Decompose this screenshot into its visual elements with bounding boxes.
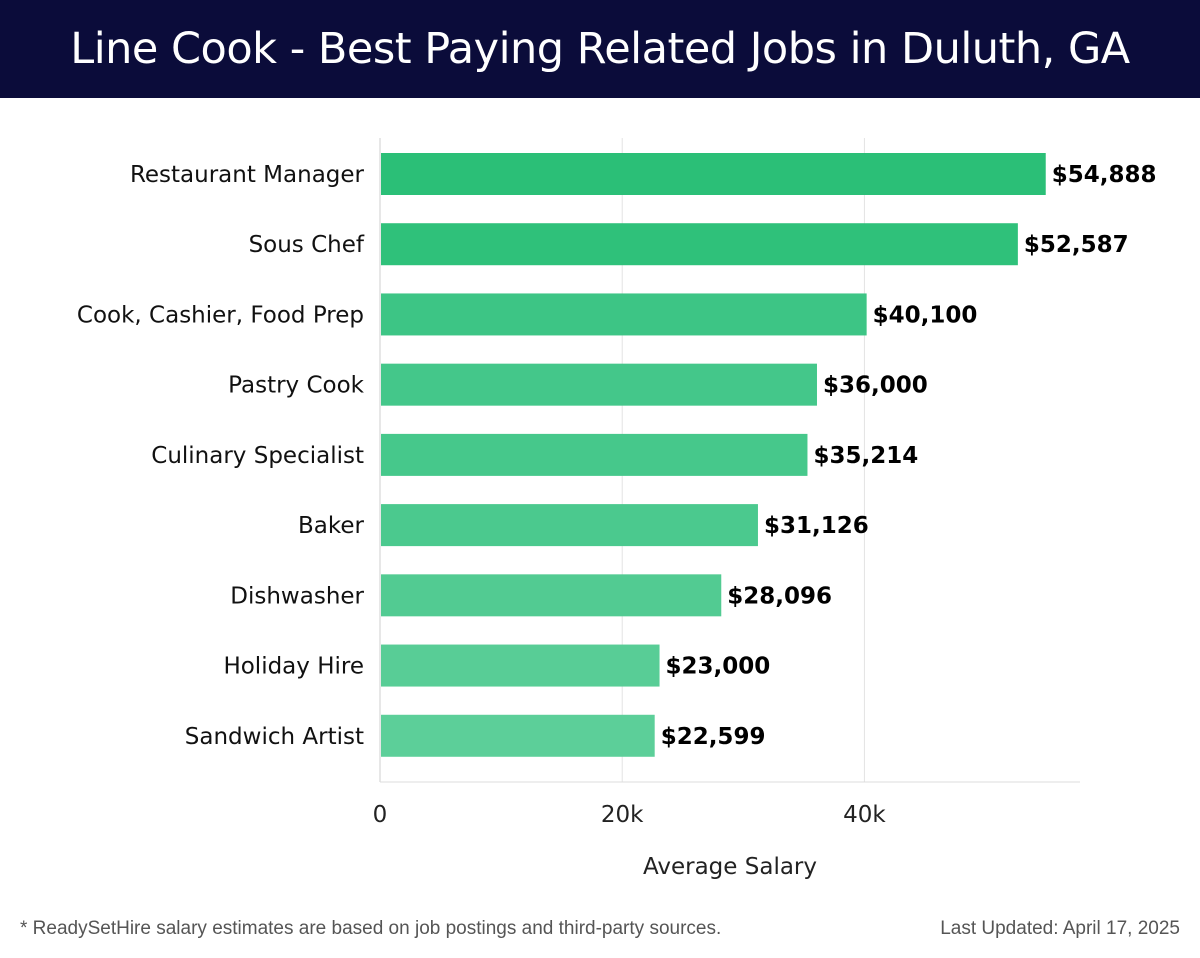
value-label: $22,599 (661, 724, 766, 750)
last-updated: Last Updated: April 17, 2025 (940, 918, 1180, 939)
bar (381, 714, 655, 757)
axes: 0 20k 40k Restaurant Manager Sous Chef Cook, … (77, 162, 1080, 828)
category-label: Baker (298, 513, 365, 539)
value-label: $54,888 (1052, 162, 1157, 188)
value-label: $52,587 (1024, 232, 1129, 258)
category-label: Culinary Specialist (151, 443, 364, 469)
category-label: Cook, Cashier, Food Prep (77, 302, 364, 328)
value-label: $23,000 (666, 654, 771, 680)
bars: $54,888 $52,587 $40,100 $36,000 $35,214 $31,1… (381, 153, 1156, 757)
value-label: $40,100 (873, 302, 978, 328)
category-label: Holiday Hire (223, 654, 364, 680)
category-label: Sandwich Artist (185, 724, 364, 750)
category-label: Sous Chef (249, 232, 365, 258)
x-tick-label: 40k (843, 802, 886, 828)
bar (381, 223, 1018, 266)
value-label: $35,214 (813, 443, 918, 469)
chart-title: Line Cook - Best Paying Related Jobs in … (70, 24, 1130, 74)
value-label: $36,000 (823, 373, 928, 399)
x-tick-label: 20k (601, 802, 644, 828)
x-tick-label: 0 (373, 802, 388, 828)
bar (381, 504, 758, 547)
bar (381, 153, 1046, 195)
title-banner: Line Cook - Best Paying Related Jobs in … (0, 0, 1200, 98)
value-label: $31,126 (764, 513, 869, 539)
bar (381, 644, 660, 687)
bar (381, 363, 817, 406)
category-label: Dishwasher (230, 583, 364, 609)
category-label: Restaurant Manager (130, 162, 365, 188)
bar (381, 433, 808, 476)
footer-note: * ReadySetHire salary estimates are base… (20, 918, 722, 939)
bar (381, 293, 867, 336)
value-label: $28,096 (727, 583, 832, 609)
bar (381, 574, 722, 617)
x-axis-title: Average Salary (643, 854, 817, 880)
category-label: Pastry Cook (228, 373, 365, 399)
